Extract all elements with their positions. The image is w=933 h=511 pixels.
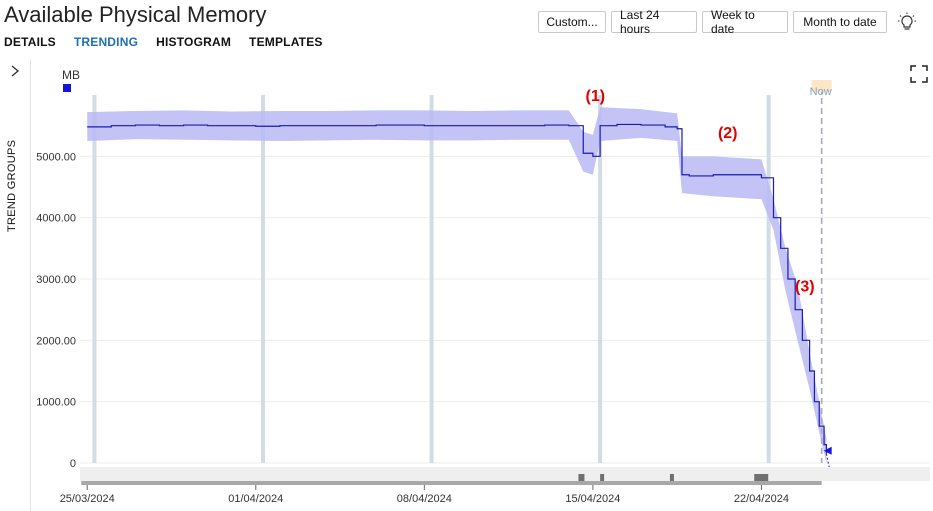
range-band	[87, 107, 827, 464]
y-tick-label: 3000.00	[36, 274, 76, 286]
current-value-marker	[823, 446, 832, 455]
y-axis-ticks: 0 1000.00 2000.00 3000.00 4000.00 5000.00	[36, 151, 76, 470]
week-to-date-button[interactable]: Week to date	[702, 8, 788, 36]
last-24-hours-button[interactable]: Last 24 hours	[611, 8, 697, 36]
tab-trending[interactable]: TRENDING	[73, 35, 139, 49]
average-line	[87, 123, 828, 454]
annotation-label: (3)	[795, 278, 815, 295]
month-to-date-button[interactable]: Month to date	[793, 11, 887, 33]
time-range-toolbar: Custom... Last 24 hours Week to date Mon…	[538, 8, 892, 36]
now-label: Now	[810, 86, 832, 98]
trend-groups-panel: TREND GROUPS	[0, 60, 31, 511]
x-tick-label: 22/04/2024	[734, 493, 789, 505]
tab-templates[interactable]: TEMPLATES	[249, 35, 323, 49]
page-title: Available Physical Memory	[4, 2, 267, 27]
annotations: (1) (2) (3)	[586, 88, 815, 295]
lightbulb-icon[interactable]	[897, 12, 917, 32]
y-tick-label: 5000.00	[36, 151, 76, 163]
min-max-band	[87, 107, 827, 464]
now-marker	[811, 80, 832, 92]
x-tick-label: 08/04/2024	[397, 493, 452, 505]
view-tabs: DETAILS TRENDING HISTOGRAM TEMPLATES	[4, 35, 341, 49]
annotation-label: (2)	[718, 125, 738, 142]
tab-histogram[interactable]: HISTOGRAM	[156, 35, 232, 49]
chevron-right-icon[interactable]	[8, 64, 22, 78]
event-marker	[754, 474, 769, 481]
unit-label: MB	[62, 68, 80, 82]
y-tick-label: 4000.00	[36, 213, 76, 225]
event-marker	[578, 474, 585, 481]
event-marker	[669, 474, 674, 481]
event-marker	[600, 474, 605, 481]
x-tick-label: 01/04/2024	[228, 493, 283, 505]
time-scrollbar-track	[80, 467, 930, 481]
x-tick-label: 15/04/2024	[565, 493, 620, 505]
x-axis: 25/03/2024 01/04/2024 08/04/2024 15/04/2024…	[60, 467, 930, 505]
x-tick-label: 25/03/2024	[60, 493, 115, 505]
day-markers	[92, 95, 771, 463]
y-tick-label: 1000.00	[36, 397, 76, 409]
tab-details[interactable]: DETAILS	[4, 35, 56, 49]
annotation-label: (1)	[586, 88, 606, 105]
y-tick-label: 2000.00	[36, 335, 76, 347]
fullscreen-icon[interactable]	[910, 65, 928, 83]
y-tick-label: 0	[70, 458, 76, 470]
custom-range-button[interactable]: Custom...	[538, 11, 606, 33]
time-scrollbar-thumb	[81, 481, 822, 485]
legend-swatch	[63, 84, 71, 92]
